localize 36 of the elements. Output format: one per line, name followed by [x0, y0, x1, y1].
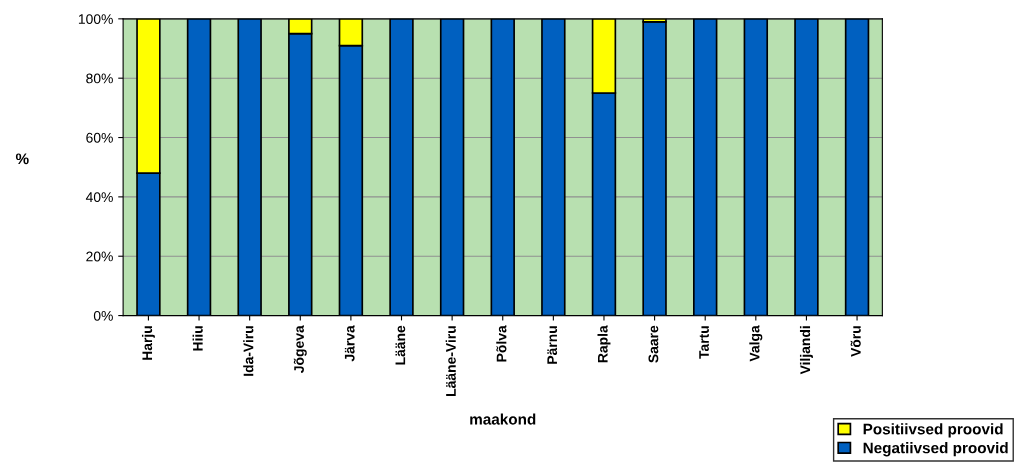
y-tick-label: 0% [93, 310, 113, 321]
x-tick-label: Lääne [395, 325, 406, 365]
y-tick-label: 20% [86, 251, 113, 262]
y-tick-label: 60% [86, 132, 113, 143]
x-tick-label: Tartu [699, 326, 709, 359]
bar [692, 18, 718, 316]
bar [490, 18, 515, 316]
x-tick-label: Pärnu [547, 326, 558, 364]
bar [439, 18, 465, 316]
x-tick-label: Lääne-Viru [445, 326, 456, 396]
y-axis-title: % [15, 153, 29, 165]
legend-label: Negatiivsed proovid [863, 442, 1008, 457]
x-tick-label: Võru [850, 326, 861, 357]
x-tick-label: Rapla [597, 325, 611, 363]
bar [389, 18, 414, 316]
x-axis-title: maakond [470, 413, 536, 425]
y-tick-label: 100% [78, 14, 113, 25]
x-tick-label: Hiiu [192, 326, 203, 351]
bar [642, 20, 667, 316]
bar [186, 18, 212, 316]
legend-label: Positiivsed proovid [863, 423, 1003, 438]
x-tick-label: Järva [344, 325, 355, 362]
bar [237, 18, 262, 316]
x-tick-label: Harju [141, 326, 155, 360]
y-tick-label: 40% [85, 192, 113, 203]
bar [844, 18, 870, 316]
bar [743, 18, 769, 316]
x-tick-label: Jõgeva [293, 325, 307, 373]
x-tick-label: Saare [648, 325, 659, 363]
bar [794, 18, 819, 316]
y-tick-label: 80% [86, 73, 113, 84]
x-tick-label: Põlva [496, 325, 507, 362]
x-tick-label: Valga [749, 325, 763, 362]
bar [541, 18, 566, 316]
x-tick-label: Ida-Viru [243, 326, 254, 376]
x-tick-label: Viljandi [799, 326, 813, 375]
